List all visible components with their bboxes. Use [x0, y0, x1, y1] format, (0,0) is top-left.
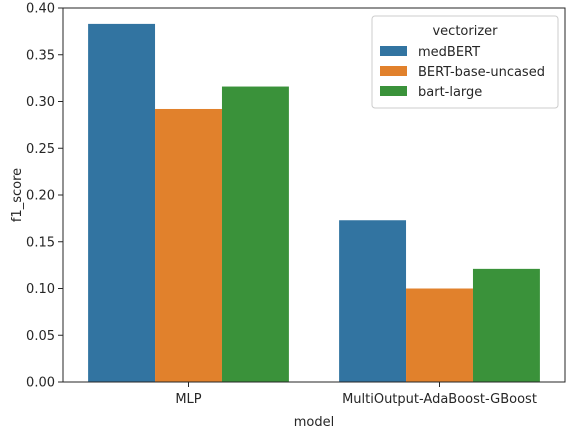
legend-label: medBERT — [418, 45, 480, 60]
legend-swatch — [380, 66, 407, 76]
legend: vectorizer medBERT BERT-base-uncased bart-l… — [371, 15, 559, 109]
y-tick-label: 0.05 — [26, 329, 55, 344]
legend-swatch — [380, 46, 407, 56]
legend-label: BERT-base-uncased — [418, 65, 545, 80]
legend-box — [371, 15, 559, 109]
legend-swatch — [380, 86, 407, 96]
bars-group — [88, 23, 540, 383]
y-tick-label: 0.25 — [26, 142, 55, 157]
y-tick-label: 0.20 — [26, 189, 55, 204]
y-tick-label: 0.15 — [26, 235, 55, 250]
bar — [221, 86, 289, 382]
y-axis-ticks: 0.00 0.05 0.10 0.15 0.20 0.25 0.30 0.35 0.40 — [26, 2, 63, 391]
y-tick-label: 0.35 — [26, 48, 55, 63]
bar — [88, 23, 156, 383]
y-tick-label: 0.00 — [26, 376, 55, 391]
x-axis-ticks: MLP MultiOutput-AdaBoost-GBoost — [175, 382, 537, 407]
y-axis-label: f1_score — [10, 168, 25, 222]
bar — [155, 108, 222, 382]
x-tick-label: MLP — [175, 392, 201, 407]
legend-title: vectorizer — [432, 24, 498, 39]
x-tick-label: MultiOutput-AdaBoost-GBoost — [342, 392, 537, 407]
plot-frame — [62, 7, 566, 383]
bar — [406, 288, 473, 382]
y-tick-label: 0.10 — [26, 282, 55, 297]
y-tick-label: 0.40 — [26, 2, 55, 17]
legend-label: bart-large — [418, 85, 482, 100]
bar — [339, 220, 407, 382]
x-axis-label: model — [294, 415, 334, 430]
y-tick-label: 0.30 — [26, 95, 55, 110]
bar — [472, 268, 540, 382]
